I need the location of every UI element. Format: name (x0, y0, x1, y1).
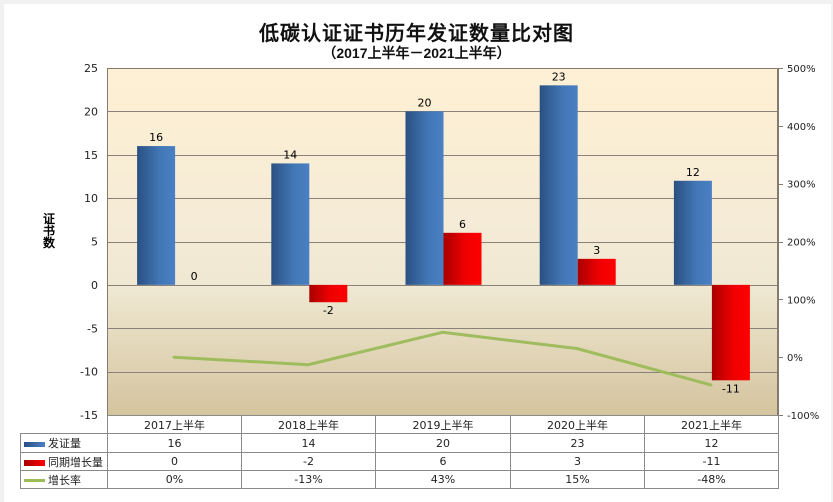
data-label: 12 (686, 166, 700, 179)
table-cell: 12 (644, 433, 779, 453)
table-cell: 0% (107, 470, 242, 489)
bar-issued (539, 85, 578, 285)
data-label: 0 (191, 270, 198, 283)
legend-entry-issued: 发证量 (20, 433, 108, 453)
category-label: 2021上半年 (644, 415, 779, 434)
legend-entry-growth: 同期增长量 (20, 452, 108, 471)
left-axis-tick-label: 15 (84, 149, 98, 162)
table-cell: 6 (375, 452, 511, 471)
category-label: 2019上半年 (375, 415, 511, 434)
left-axis-tick-label: -10 (80, 366, 98, 379)
table-cell: 20 (375, 433, 511, 453)
bar-growth (577, 258, 616, 285)
table-cell: 3 (510, 452, 645, 471)
y-axis-title: 证书数 (42, 212, 55, 250)
table-cell: -2 (241, 452, 376, 471)
data-label: 3 (593, 244, 600, 257)
data-label: 16 (149, 131, 163, 144)
data-table-row-rate: 增长率 0% -13% 43% 15% -48% (20, 470, 779, 489)
left-axis-tick-label: 5 (91, 236, 98, 249)
legend-swatch-red-bar-icon (24, 459, 45, 466)
left-axis-tick-label: -15 (80, 409, 98, 422)
right-axis-tick-label: 200% (787, 238, 816, 249)
right-axis-tick-label: 400% (787, 122, 816, 133)
left-axis-tick-label: 10 (84, 192, 98, 205)
data-labels: 16 14 20 23 12 0 -2 6 3 -11 (149, 70, 740, 395)
table-cell: 43% (375, 470, 511, 489)
table-cell: 23 (510, 433, 645, 453)
table-cell: -11 (644, 452, 779, 471)
legend-swatch-blue-bar-icon (24, 441, 45, 447)
legend-label: 同期增长量 (48, 455, 103, 469)
table-cell: 15% (510, 470, 645, 489)
chart-subtitle: （2017上半年－2021上半年） (322, 45, 511, 61)
data-table: 2017上半年 2018上半年 2019上半年 2020上半年 2021上半年 … (20, 415, 779, 489)
bar-issued (673, 180, 712, 285)
table-cell: -13% (241, 470, 376, 489)
data-label: 6 (459, 218, 466, 231)
chart-title: 低碳认证证书历年发证数量比对图 (259, 23, 574, 45)
data-table-corner (21, 416, 108, 434)
legend-label: 发证量 (48, 437, 81, 450)
category-label: 2020上半年 (510, 415, 645, 434)
left-axis-tick-label: 20 (84, 105, 98, 118)
table-cell: 16 (107, 433, 242, 453)
line-series (172, 330, 713, 387)
right-axis-tick-label: -100% (787, 411, 819, 422)
bar-issued (405, 111, 444, 285)
data-label: 23 (552, 70, 566, 83)
legend-label: 增长率 (48, 473, 81, 487)
table-cell: 14 (241, 433, 376, 453)
right-axis-tick-label: 300% (787, 180, 816, 191)
bar-growth (309, 284, 348, 303)
data-table-row-growth: 同期增长量 0 -2 6 3 -11 (20, 452, 779, 471)
category-label: 2017上半年 (107, 415, 242, 434)
table-cell: -48% (644, 470, 779, 489)
data-label: 20 (418, 96, 432, 109)
bar-series (137, 85, 750, 381)
data-table-row-issued: 发证量 16 14 20 23 12 (20, 433, 779, 453)
bar-growth (443, 232, 482, 285)
legend-swatch-green-line-icon (24, 479, 45, 482)
right-axis-tick-label: 0% (787, 353, 803, 364)
left-axis-tick-label: -5 (87, 322, 98, 335)
right-axis-tick-label: 500% (787, 64, 816, 75)
data-label: -11 (722, 382, 740, 395)
growth-rate-line (172, 330, 713, 387)
bar-issued (271, 163, 310, 285)
legend-entry-rate: 增长率 (20, 470, 108, 489)
left-axis-tick-label: 25 (84, 62, 98, 75)
data-table-header-row: 2017上半年 2018上半年 2019上半年 2020上半年 2021上半年 (21, 415, 779, 434)
left-axis-tick-label: 0 (91, 279, 98, 292)
data-label: 14 (283, 148, 297, 161)
bar-growth (711, 284, 750, 381)
data-label: -2 (323, 304, 334, 317)
category-label: 2018上半年 (241, 415, 376, 434)
right-axis-tick-label: 100% (787, 295, 816, 306)
axes: 25 20 15 10 5 0 -5 -10 -15 500% 400% 300% 200% 100% 0%… (80, 62, 819, 422)
bar-issued (137, 146, 176, 285)
table-cell: 0 (107, 452, 242, 471)
